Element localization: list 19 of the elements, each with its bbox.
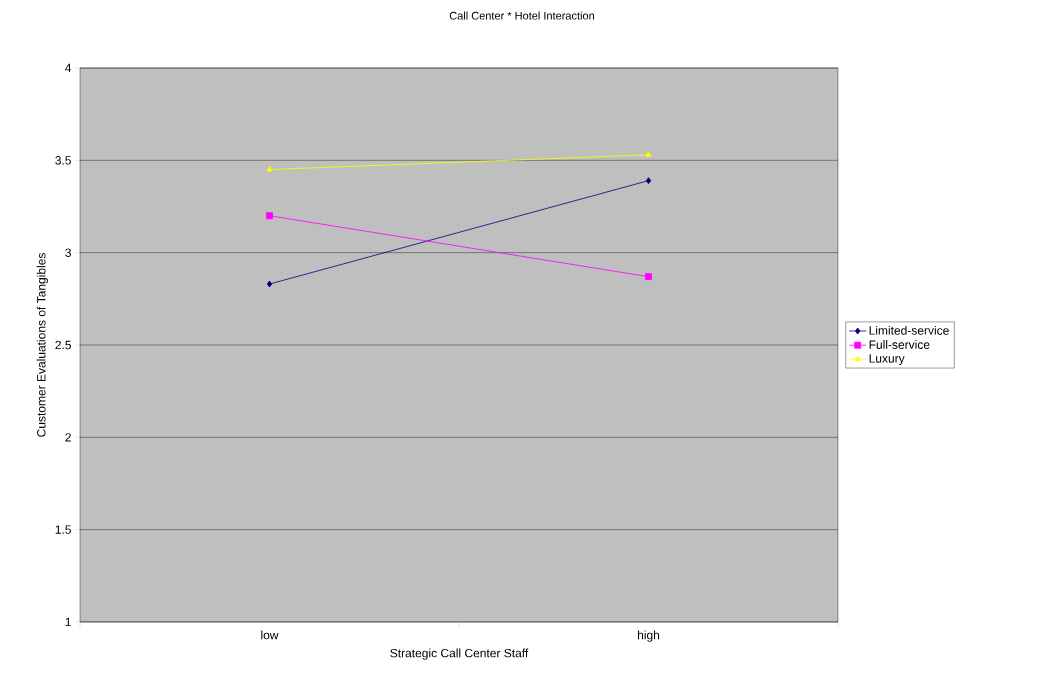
y-tick-label: 3 [65, 248, 71, 257]
chart-title: Call Center * Hotel Interaction [449, 11, 595, 20]
x-tick-label: high [637, 630, 660, 642]
legend-label: Full-service [869, 340, 930, 349]
y-tick-label: 3.5 [55, 156, 71, 165]
legend-label: Limited-service [869, 325, 949, 335]
x-axis-title: Strategic Call Center Staff [390, 648, 529, 660]
point [266, 280, 273, 288]
y-tick-label: 4 [65, 63, 72, 73]
y-tick-label: 1 [65, 617, 71, 627]
point [266, 212, 273, 220]
point [645, 177, 652, 185]
point [645, 273, 652, 281]
x-tick-label: low [261, 630, 279, 640]
y-axis-title: Customer Evaluations of Tangibles [36, 253, 48, 437]
y-tick-label: 1.5 [55, 525, 71, 534]
y-tick-label: 2.5 [55, 340, 71, 350]
legend-label: Luxury [869, 354, 905, 366]
y-tick-label: 2 [65, 433, 71, 442]
